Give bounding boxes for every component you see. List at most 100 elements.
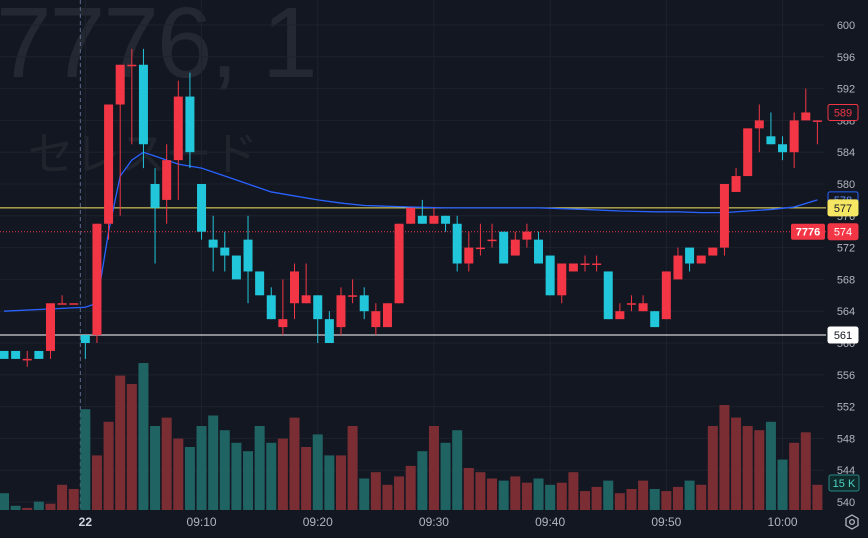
candle-body (487, 239, 497, 242)
candle-body (708, 247, 718, 256)
price-tag-box (827, 199, 859, 217)
candle-body (150, 184, 160, 208)
volume-bar (661, 491, 672, 510)
candle-body (510, 239, 520, 256)
volume-bar (45, 503, 56, 510)
candle-body (34, 350, 44, 359)
volume-bar (591, 486, 602, 510)
candle-body (138, 64, 148, 145)
candle-body (57, 303, 67, 305)
volume-bar (359, 478, 370, 510)
candle-body (615, 311, 625, 320)
price-tick-label: 564 (837, 306, 855, 318)
candle-body (661, 271, 671, 320)
volume-bar (335, 455, 346, 510)
volume-bar (91, 455, 102, 510)
candle-body (359, 295, 369, 312)
volume-bar (126, 384, 137, 510)
candle-body (731, 176, 741, 192)
candle-body (220, 247, 230, 256)
volume-bars (0, 363, 823, 510)
price-tick-label: 584 (837, 147, 855, 159)
volume-bar (800, 432, 811, 510)
price-tick-label: 580 (837, 179, 855, 191)
candle-body (324, 319, 334, 343)
volume-bar (33, 501, 44, 510)
candle-body (371, 311, 381, 328)
candle-body (348, 295, 358, 297)
candle-body (789, 120, 799, 153)
volume-bar (231, 442, 242, 510)
price-tag-box (827, 326, 859, 344)
candle-body (429, 215, 439, 224)
volume-bar (521, 482, 532, 510)
candle-body (336, 295, 346, 328)
volume-bar (219, 430, 230, 510)
price-tick-label: 548 (837, 433, 855, 445)
volume-bar (103, 421, 114, 510)
candle-body (754, 120, 764, 129)
candle-body (231, 255, 241, 280)
volume-bar (0, 493, 9, 510)
candle-body (22, 358, 32, 361)
volume-bar (649, 489, 660, 510)
candle-body (208, 239, 218, 248)
candle-body (255, 271, 265, 296)
volume-bar (487, 478, 498, 510)
volume-bar (580, 491, 590, 510)
price-axis-bg (826, 0, 868, 538)
volume-bar (731, 417, 742, 510)
volume-bar (707, 426, 718, 510)
price-tag: 577 (827, 199, 859, 217)
volume-bar (324, 455, 335, 510)
volume-bar (556, 482, 567, 510)
candles (0, 48, 822, 367)
settings-icon[interactable] (844, 514, 860, 530)
candle-body (626, 303, 636, 305)
volume-bar (696, 484, 707, 510)
candle-body (127, 64, 137, 67)
volume-bar (510, 476, 521, 510)
candle-body (638, 303, 648, 312)
time-axis: 22 09:10 09:20 09:30 09:40 09:50 10:00 (79, 515, 798, 529)
volume-bar (603, 480, 614, 510)
candle-body (173, 96, 183, 161)
volume-bar (533, 478, 544, 510)
candle-body (557, 263, 567, 296)
candle-body (80, 335, 90, 343)
candle-body (696, 255, 706, 264)
volume-bar (370, 472, 381, 510)
candle-body (104, 104, 114, 224)
price-tick-label: 540 (837, 497, 855, 509)
candle-body (441, 215, 451, 224)
candle-body (406, 207, 416, 224)
volume-bar (57, 484, 68, 510)
candle-body (475, 247, 485, 250)
volume-bar (765, 421, 776, 510)
candle-body (278, 319, 288, 328)
volume-bar (80, 409, 91, 510)
candle-body (452, 223, 462, 264)
price-tick-label: 592 (837, 84, 855, 96)
volume-bar (812, 484, 823, 510)
volume-bar (789, 442, 800, 510)
candle-body (243, 239, 253, 272)
volume-bar (289, 417, 300, 510)
candle-body (464, 247, 474, 264)
candle-body (313, 295, 323, 320)
symbol-tag-label: 7776 (796, 227, 820, 239)
price-tick-label: 552 (837, 402, 855, 414)
candle-body (522, 231, 532, 240)
price-tag-label: 589 (834, 107, 852, 119)
volume-bar (405, 465, 416, 510)
price-tag: 589 (827, 103, 859, 121)
candle-body (801, 112, 811, 121)
symbol-watermark: 7776, 1 (0, 0, 318, 99)
time-tick-label: 10:00 (768, 515, 798, 529)
candle-body (812, 120, 822, 122)
volume-bar (184, 447, 195, 510)
volume-bar (568, 472, 579, 510)
volume-bar (626, 489, 637, 510)
price-tag-label: 577 (834, 203, 852, 215)
